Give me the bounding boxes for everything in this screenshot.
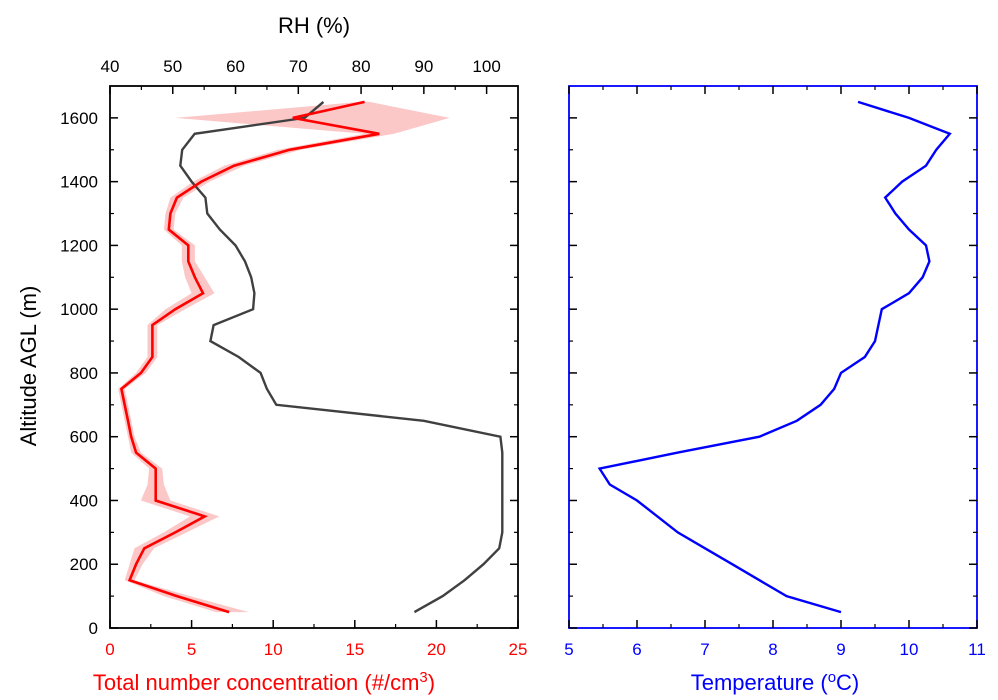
bottom-axis-label-text: Total number concentration (#/cm	[93, 670, 420, 695]
temp-x-tick-label: 5	[564, 640, 573, 659]
right-plot-frame	[568, 85, 978, 629]
x-top-tick-label: 100	[472, 57, 500, 76]
rh-series-line	[179, 100, 504, 614]
x-bottom-tick-label: 15	[345, 640, 364, 659]
x-top-tick-label: 90	[414, 57, 433, 76]
y-axis-label: Altitude AGL (m)	[16, 286, 41, 447]
temp-x-tick-label: 10	[900, 640, 919, 659]
y-tick-label: 1400	[60, 173, 98, 192]
x-bottom-tick-label: 10	[264, 640, 283, 659]
x-top-tick-label: 70	[289, 57, 308, 76]
x-bottom-tick-label: 20	[427, 640, 446, 659]
left-axis-ticks: 0 200 400 600 800 1000 1200 1400 1600 0 5 10 15 20 25 4…	[60, 57, 527, 659]
y-tick-label: 600	[70, 428, 98, 447]
x-top-tick-label: 80	[352, 57, 371, 76]
top-axis-label: RH (%)	[278, 13, 350, 38]
temperature-series-line	[597, 100, 952, 614]
x-top-tick-label: 50	[163, 57, 182, 76]
temp-x-tick-label: 8	[768, 640, 777, 659]
right-panel: 5 6 7 8 9 10 11 Temperature (oC)	[564, 85, 986, 695]
y-tick-label: 1000	[60, 300, 98, 319]
y-tick-label: 1200	[60, 236, 98, 255]
y-tick-label: 1600	[60, 109, 98, 128]
y-tick-label: 0	[89, 619, 98, 638]
y-tick-label: 200	[70, 555, 98, 574]
left-plot-frame	[109, 85, 519, 629]
right-axis-ticks: 5 6 7 8 9 10 11	[564, 86, 986, 659]
temperature-axis-label-superscript: o	[828, 669, 836, 686]
temperature-axis-label: Temperature (oC)	[691, 669, 860, 695]
x-bottom-tick-label: 5	[187, 640, 196, 659]
temp-x-tick-label: 9	[836, 640, 845, 659]
y-tick-label: 400	[70, 491, 98, 510]
x-bottom-tick-label: 25	[509, 640, 528, 659]
temp-x-tick-label: 11	[968, 640, 986, 659]
temp-x-tick-label: 7	[700, 640, 709, 659]
bottom-axis-label-superscript: 3	[419, 669, 427, 686]
x-top-tick-label: 60	[226, 57, 245, 76]
temp-x-tick-label: 6	[632, 640, 641, 659]
x-bottom-tick-label: 0	[105, 640, 114, 659]
bottom-axis-label-end: )	[428, 670, 435, 695]
temperature-axis-label-end: C)	[836, 670, 859, 695]
x-top-tick-label: 40	[101, 57, 120, 76]
left-panel: 0 200 400 600 800 1000 1200 1400 1600 0 5 10 15 20 25 4…	[16, 13, 527, 695]
concentration-series-line	[119, 100, 380, 614]
temperature-axis-label-text: Temperature (	[691, 670, 829, 695]
bottom-axis-label: Total number concentration (#/cm3)	[93, 669, 435, 695]
y-tick-label: 800	[70, 364, 98, 383]
